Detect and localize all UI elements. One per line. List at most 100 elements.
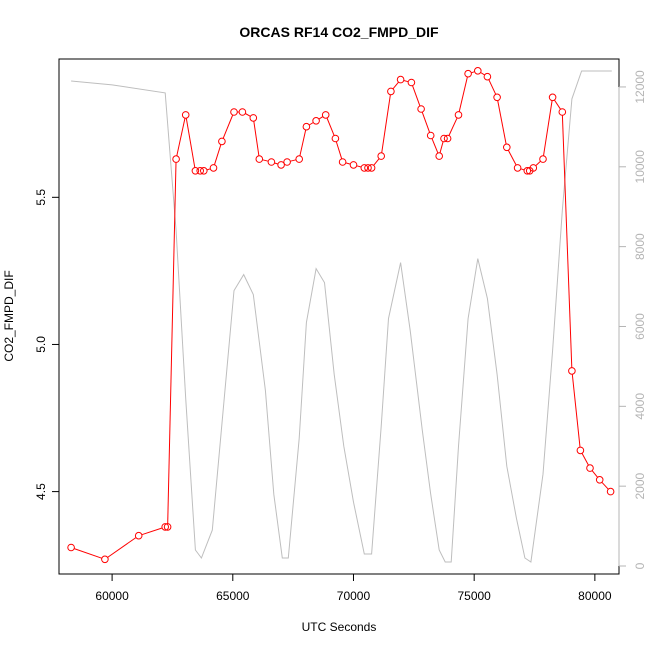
co2-line-segment [581, 453, 589, 466]
co2-point [267, 158, 276, 166]
co2-point [513, 164, 522, 172]
co2-point [181, 111, 190, 119]
co2-line-segment [458, 76, 468, 112]
co2-point [474, 67, 482, 75]
co2-point [396, 75, 405, 84]
y-tick-label: 5.0 [34, 336, 48, 353]
co2-point [595, 476, 604, 484]
altitude-line [71, 70, 612, 563]
co2-line-segment [448, 117, 458, 136]
co2-point [302, 122, 311, 131]
co2-line-segment [535, 160, 541, 167]
co2-point [338, 158, 347, 166]
y-axis-label: CO2_FMPD_DIF [2, 270, 16, 361]
x-tick-label: 70000 [337, 589, 371, 603]
y2-tick-label: 2000 [633, 473, 647, 500]
co2-point [558, 108, 567, 116]
co2-line-segment [274, 162, 279, 165]
co2-line-segment [222, 114, 234, 139]
chart-title: ORCAS RF14 CO2_FMPD_DIF [239, 24, 439, 40]
x-tick-label: 60000 [95, 589, 129, 603]
co2-point [277, 161, 285, 169]
co2-line-segment [318, 116, 324, 120]
x-tick-label: 80000 [578, 589, 612, 603]
co2-line-segment [601, 481, 609, 490]
co2-point [407, 78, 416, 87]
co2-point [576, 446, 585, 455]
co2-point [435, 152, 444, 160]
co2-point [101, 555, 109, 564]
co2-point [417, 105, 425, 113]
co2-line-segment [403, 80, 409, 83]
co2-point [529, 164, 538, 172]
co2-point [249, 114, 258, 122]
co2-line-segment [345, 162, 351, 165]
co2-point [568, 367, 576, 375]
co2-point [367, 164, 376, 172]
co2-line-segment [373, 158, 380, 166]
co2-line-segment [471, 71, 475, 74]
co2-line-segment [381, 94, 391, 153]
co2-line-segment [488, 79, 497, 95]
co2-line-segment [206, 168, 211, 171]
co2-line-segment [497, 100, 507, 145]
co2-line-segment [335, 141, 343, 159]
co2-line-segment [507, 149, 517, 166]
co2-point [523, 167, 532, 175]
co2-line-segment [571, 374, 581, 448]
co2-point [360, 164, 369, 172]
co2-point [163, 523, 172, 531]
y-tick-label: 5.5 [34, 189, 48, 206]
co2-point [161, 523, 169, 531]
co2-line-segment [74, 548, 102, 559]
co2-point [209, 164, 218, 172]
co2-point [230, 108, 238, 116]
co2-line-segment [431, 138, 439, 154]
co2-point [255, 155, 264, 163]
co2-line-segment [392, 81, 399, 90]
co2-line-segment [245, 113, 251, 117]
co2-point [364, 164, 372, 172]
co2-line-segment [356, 165, 362, 168]
co2-line-segment [107, 537, 137, 558]
co2-line-segment [439, 141, 444, 154]
co2-point [464, 69, 472, 78]
co2-point [200, 167, 208, 175]
co2-line-segment [553, 99, 561, 110]
co2-point [134, 531, 143, 540]
co2-line-segment [290, 159, 297, 162]
co2-point [454, 111, 463, 119]
y2-tick-label: 8000 [633, 233, 647, 260]
co2-line-segment [480, 72, 485, 76]
y2-tick-label: 6000 [633, 313, 647, 340]
co2-line-segment [299, 129, 307, 156]
co2-point [191, 167, 200, 175]
x-tick-label: 75000 [457, 589, 491, 603]
co2-point [377, 152, 386, 160]
altitude-series [71, 70, 612, 563]
y2-tick-label: 4000 [633, 393, 647, 420]
co2-point [503, 143, 511, 152]
co2-point [349, 161, 358, 169]
y-axis: 4.5 5.0 5.5 [34, 189, 60, 500]
y2-tick-label: 10000 [633, 150, 647, 184]
co2-line-segment [262, 159, 269, 162]
y2-tick-label: 0 [633, 562, 647, 569]
co2-point [196, 167, 204, 175]
co2-line-segment [543, 100, 553, 156]
co2-point [586, 464, 594, 472]
co2-point [172, 155, 180, 163]
co2-line-segment [167, 162, 177, 524]
co2-point [483, 72, 492, 81]
co2-point [548, 93, 557, 102]
co2-line-segment [591, 470, 598, 478]
co2-line-segment [326, 117, 335, 136]
co2-line-segment [520, 168, 525, 171]
x-axis: 60000 65000 70000 75000 80000 [95, 573, 612, 603]
co2-point [440, 134, 448, 143]
co2-point [387, 87, 395, 96]
co2-point [238, 108, 247, 116]
co2-line-segment [141, 527, 163, 536]
